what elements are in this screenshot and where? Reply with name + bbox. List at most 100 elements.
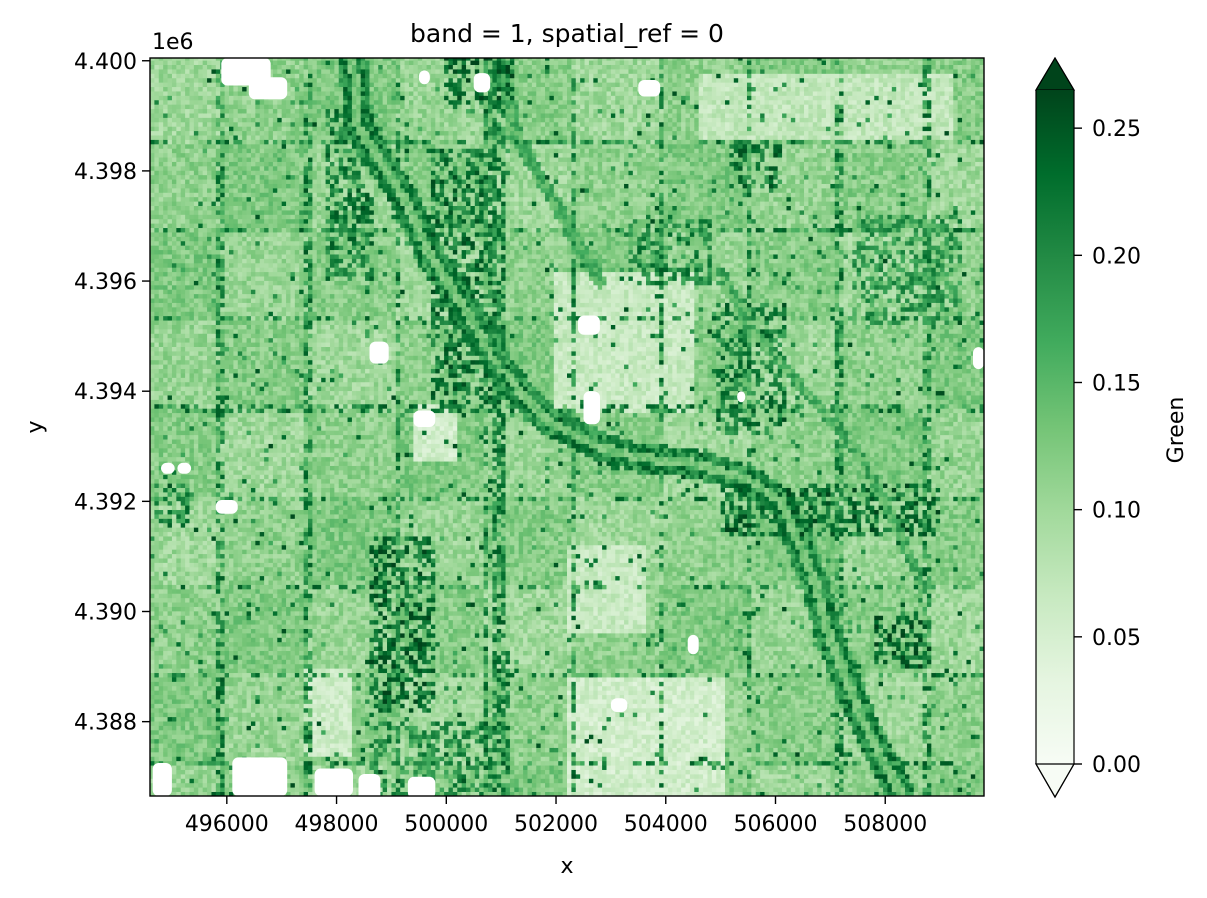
raster-cell — [154, 624, 159, 629]
raster-cell — [190, 571, 195, 576]
raster-cell — [233, 536, 238, 541]
raster-cell — [233, 289, 238, 294]
raster-cell — [190, 633, 195, 638]
raster-cell — [194, 783, 199, 788]
raster-cell — [211, 673, 216, 678]
raster-cell — [225, 576, 230, 581]
raster-cell — [198, 272, 203, 277]
raster-cell — [229, 659, 234, 664]
raster-cell — [159, 250, 164, 255]
raster-cell — [242, 554, 247, 559]
raster-cell — [242, 642, 247, 647]
raster-cell — [247, 413, 252, 418]
raster-cell — [260, 505, 265, 510]
raster-cell — [194, 228, 199, 233]
raster-cell — [194, 241, 199, 246]
raster-cell — [251, 113, 256, 118]
raster-cell — [211, 307, 216, 312]
raster-cell — [225, 135, 230, 140]
raster-cell — [181, 289, 186, 294]
raster-cell — [220, 540, 225, 545]
raster-cell — [207, 386, 212, 391]
raster-cell — [176, 488, 181, 493]
raster-cell — [159, 122, 164, 127]
raster-cell — [181, 540, 186, 545]
raster-cell — [264, 122, 269, 127]
raster-cell — [216, 585, 221, 590]
raster-cell — [238, 703, 243, 708]
raster-cell — [203, 386, 208, 391]
raster-cell — [247, 351, 252, 356]
raster-cell — [269, 285, 274, 290]
raster-cell — [176, 527, 181, 532]
raster-cell — [242, 329, 247, 334]
raster-cell — [181, 113, 186, 118]
raster-cell — [273, 457, 278, 462]
raster-cell — [154, 452, 159, 457]
raster-cell — [211, 386, 216, 391]
raster-cell — [242, 496, 247, 501]
raster-cell — [238, 549, 243, 554]
raster-cell — [251, 444, 256, 449]
raster-cell — [163, 311, 168, 316]
raster-cell — [255, 739, 260, 744]
raster-cell — [220, 408, 225, 413]
raster-cell — [255, 571, 260, 576]
raster-cell — [194, 748, 199, 753]
raster-cell — [220, 607, 225, 612]
raster-cell — [154, 598, 159, 603]
raster-cell — [233, 585, 238, 590]
raster-cell — [238, 739, 243, 744]
raster-cell — [168, 360, 173, 365]
raster-cell — [203, 492, 208, 497]
raster-cell — [185, 589, 190, 594]
raster-cell — [154, 501, 159, 506]
raster-cell — [203, 540, 208, 545]
raster-cell — [172, 192, 177, 197]
raster-cell — [225, 377, 230, 382]
raster-cell — [225, 756, 230, 761]
raster-cell — [247, 386, 252, 391]
raster-cell — [190, 404, 195, 409]
raster-cell — [273, 739, 278, 744]
raster-cell — [273, 289, 278, 294]
raster-cell — [150, 576, 155, 581]
raster-cell — [190, 95, 195, 100]
raster-cell — [260, 748, 265, 753]
raster-cell — [251, 109, 256, 114]
raster-cell — [277, 250, 282, 255]
raster-cell — [185, 95, 190, 100]
raster-cell — [242, 703, 247, 708]
raster-cell — [264, 510, 269, 515]
raster-cell — [176, 651, 181, 656]
raster-cell — [260, 272, 265, 277]
raster-cell — [233, 144, 238, 149]
raster-cell — [277, 589, 282, 594]
raster-cell — [154, 342, 159, 347]
raster-cell — [172, 430, 177, 435]
raster-cell — [277, 417, 282, 422]
raster-cell — [273, 668, 278, 673]
raster-cell — [194, 518, 199, 523]
raster-cell — [242, 289, 247, 294]
raster-cell — [198, 399, 203, 404]
raster-cell — [176, 673, 181, 678]
raster-cell — [216, 281, 221, 286]
raster-cell — [277, 430, 282, 435]
raster-cell — [181, 435, 186, 440]
raster-cell — [264, 532, 269, 537]
raster-cell — [185, 369, 190, 374]
raster-cell — [172, 426, 177, 431]
raster-cell — [229, 219, 234, 224]
raster-cell — [269, 690, 274, 695]
raster-cell — [168, 377, 173, 382]
raster-cell — [260, 276, 265, 281]
raster-cell — [269, 144, 274, 149]
raster-cell — [168, 598, 173, 603]
raster-cell — [216, 470, 221, 475]
raster-cell — [163, 197, 168, 202]
raster-cell — [225, 126, 230, 131]
raster-cell — [216, 289, 221, 294]
raster-cell — [277, 391, 282, 396]
raster-cell — [229, 435, 234, 440]
